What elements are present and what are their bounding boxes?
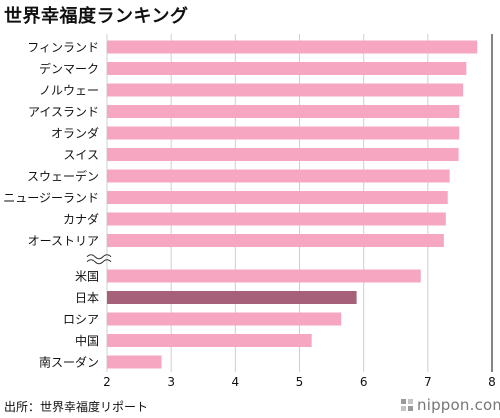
category-label: スイス (63, 148, 99, 162)
bar-5 (107, 148, 459, 161)
bar-3 (107, 105, 460, 118)
bar-11 (107, 291, 357, 304)
bar-7 (107, 191, 448, 204)
bar-9 (107, 234, 444, 247)
x-tick-label: 5 (296, 375, 304, 389)
x-tick-label: 6 (360, 375, 368, 389)
bar-12 (107, 312, 342, 326)
source-note: 出所：世界幸福度リポート (4, 400, 149, 414)
x-tick-label: 3 (167, 375, 175, 389)
axis-break-wave-0 (86, 254, 112, 260)
x-tick-label: 4 (232, 375, 240, 389)
category-label: フィンランド (27, 41, 99, 55)
x-tick-label: 7 (424, 375, 432, 389)
category-label: オランダ (51, 126, 99, 141)
brand-logo: nippon.com (400, 396, 500, 414)
bar-10 (107, 269, 421, 283)
bar-1 (107, 62, 467, 75)
axis-break (86, 254, 112, 265)
category-label: デンマーク (39, 61, 99, 76)
brand-name: nippon.com (417, 396, 500, 414)
category-label: ニュージーランド (3, 191, 99, 205)
x-tick-label: 2 (103, 375, 111, 389)
bars (107, 40, 478, 369)
category-label: 南スーダン (39, 355, 99, 370)
category-labels: フィンランドデンマークノルウェーアイスランドオランダスイススウェーデンニュージー… (3, 41, 99, 370)
bar-2 (107, 83, 464, 97)
category-label: アイスランド (28, 105, 99, 119)
chart-title: 世界幸福度ランキング (4, 6, 189, 27)
bar-13 (107, 334, 312, 347)
bar-6 (107, 169, 450, 183)
category-label: ノルウェー (39, 84, 99, 98)
brand-mark-icon (400, 398, 414, 412)
category-label: 日本 (75, 291, 99, 305)
x-tick-label: 8 (488, 375, 496, 389)
category-label: 中国 (75, 333, 99, 348)
category-label: オーストリア (28, 234, 99, 248)
category-label: ロシア (63, 313, 99, 327)
category-label: スウェーデン (27, 169, 99, 184)
category-label: カナダ (63, 212, 99, 227)
bar-14 (107, 355, 162, 369)
x-axis-ticks: 2 3 4 5 6 7 8 (103, 375, 496, 389)
bar-4 (107, 126, 460, 140)
bar-8 (107, 212, 446, 226)
category-label: 米国 (75, 270, 99, 284)
bar-0 (107, 40, 478, 54)
axis-break-wave-1 (86, 259, 112, 265)
